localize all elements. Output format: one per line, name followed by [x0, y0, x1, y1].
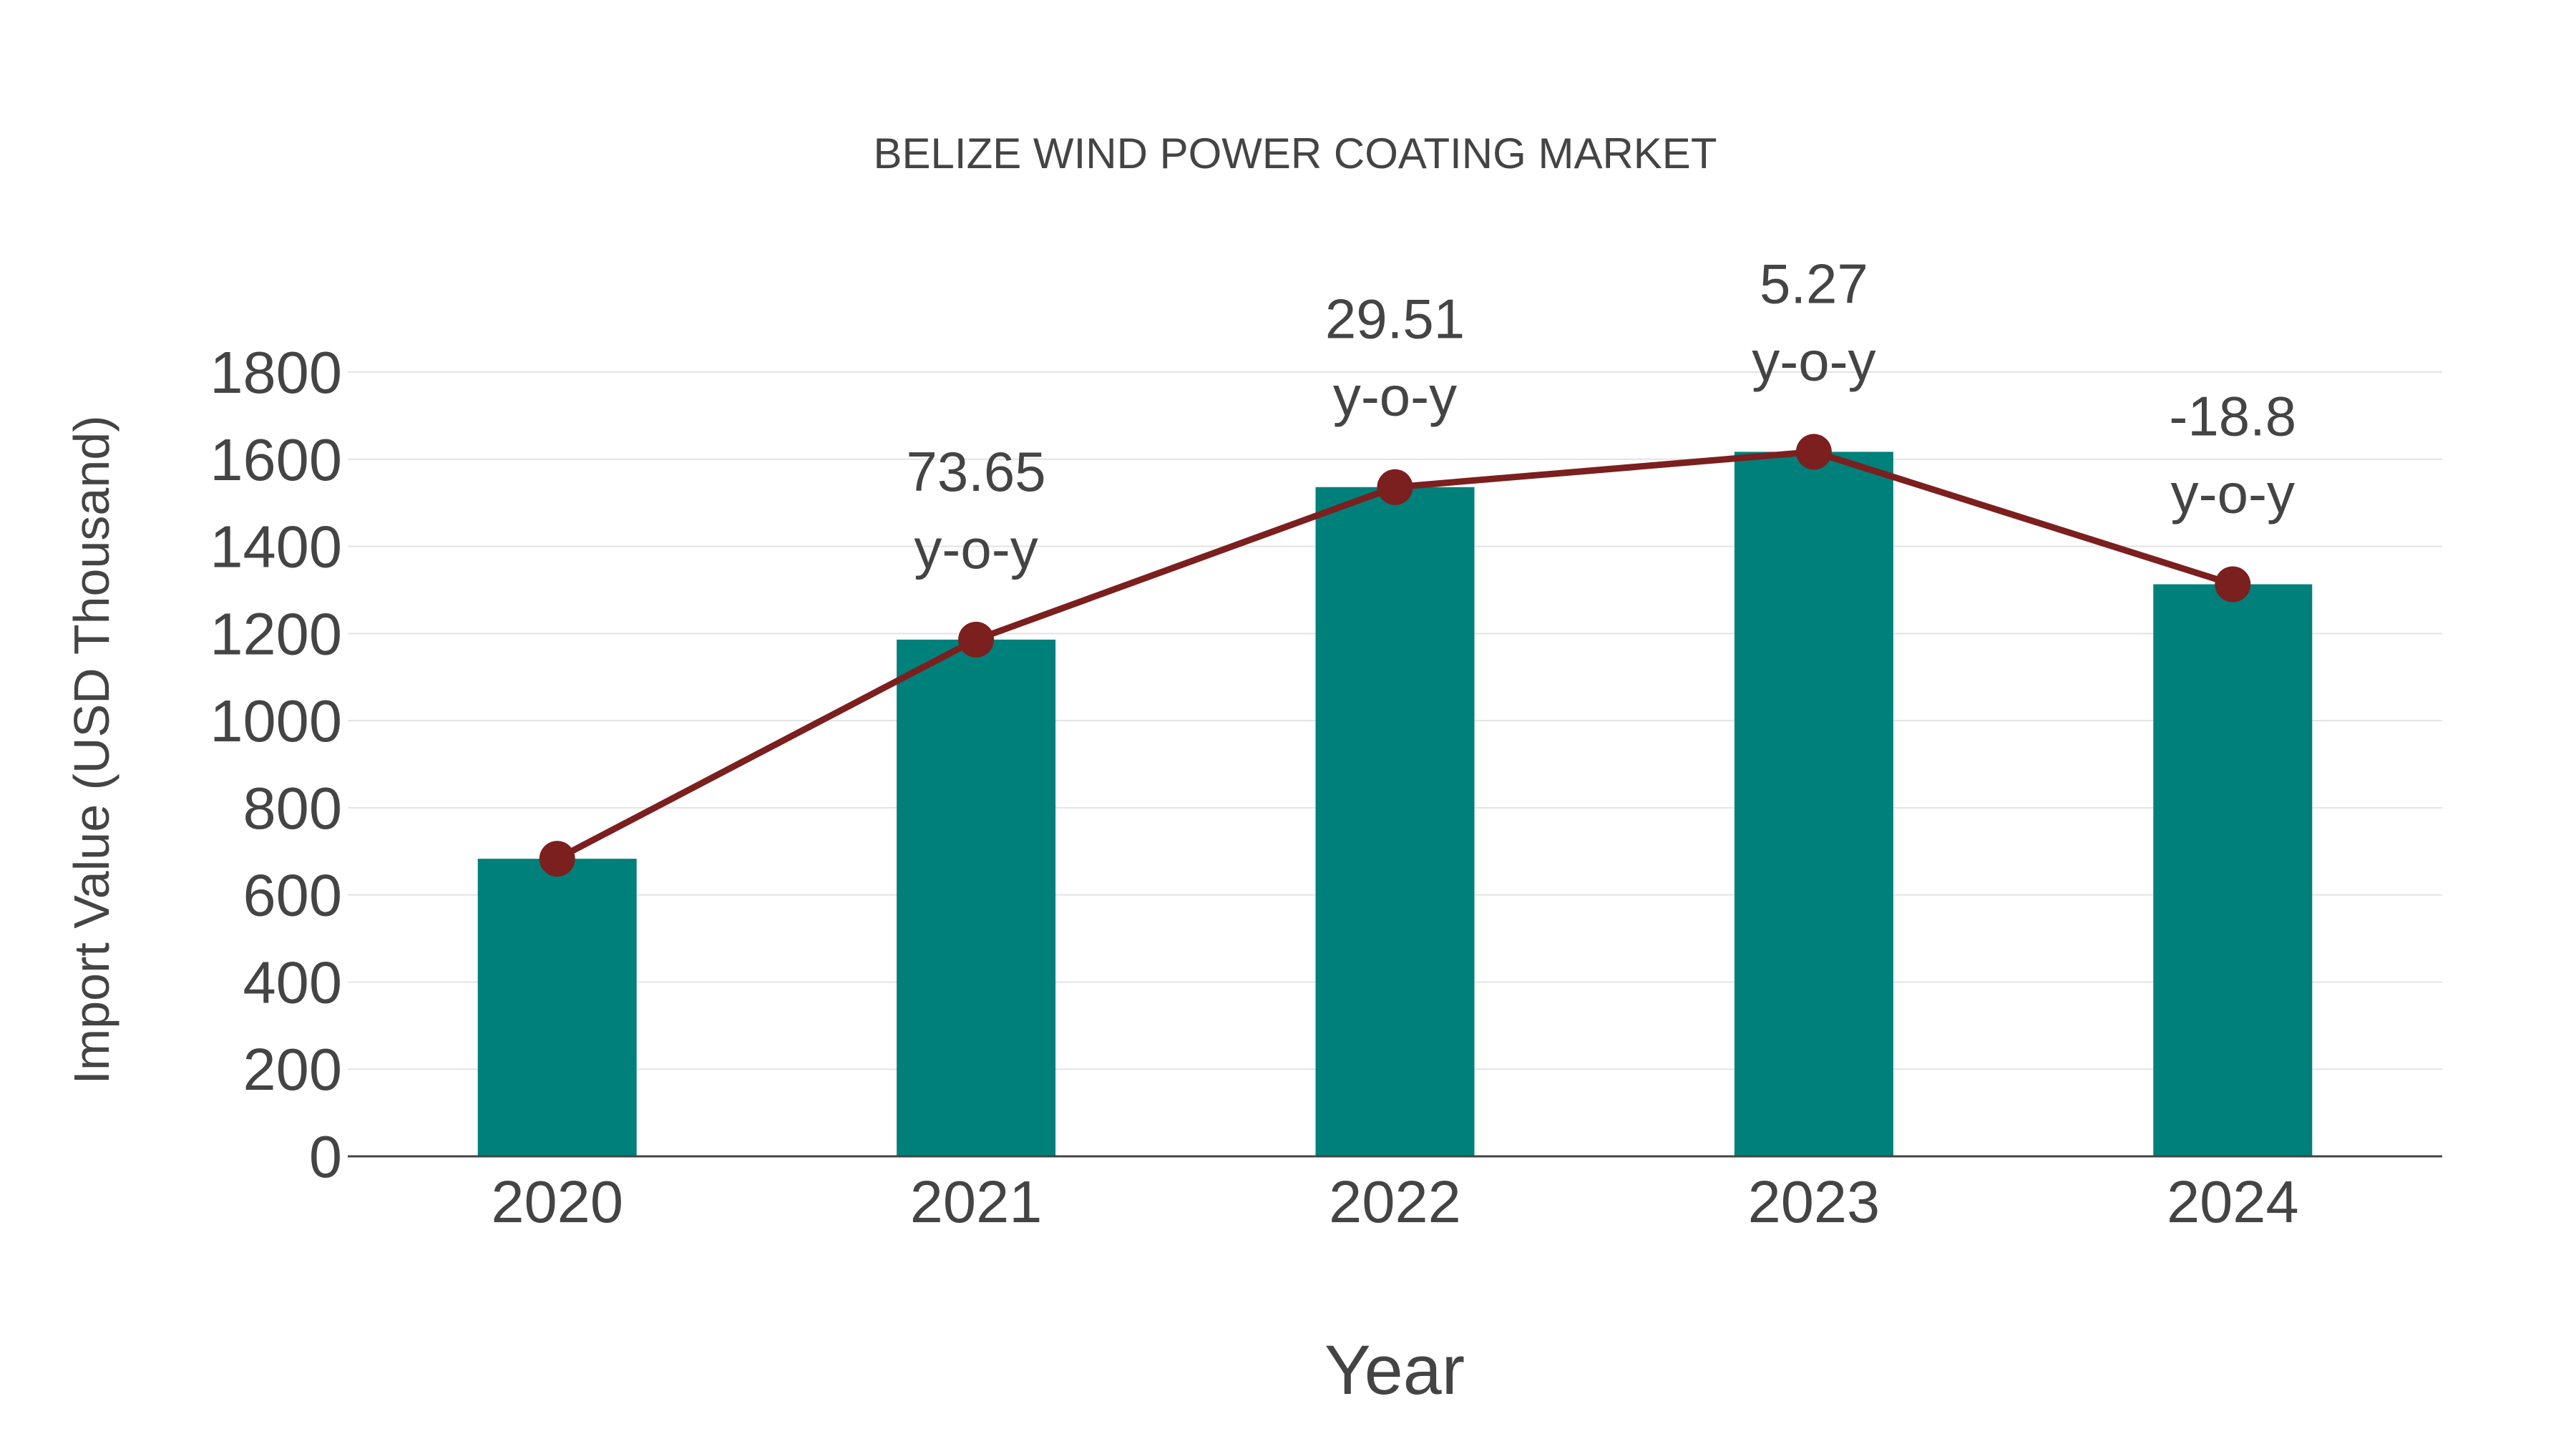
yoy-suffix: y-o-y [1333, 365, 1457, 428]
bar-2020 [477, 859, 637, 1156]
trend-point-2020 [539, 841, 575, 877]
x-tick-label: 2024 [2167, 1169, 2299, 1235]
x-axis-ticks: 2020 2021 2022 2023 2024 [491, 1169, 2298, 1235]
trend-point-2024 [2215, 566, 2251, 602]
y-tick-label: 1600 [210, 426, 342, 493]
y-tick-label: 1000 [210, 688, 342, 754]
yoy-suffix: y-o-y [2171, 462, 2295, 525]
x-axis-title: Year [1324, 1331, 1465, 1409]
y-tick-label: 1200 [210, 600, 342, 667]
bar-2024 [2153, 584, 2313, 1156]
yoy-value: 5.27 [1760, 252, 1868, 315]
x-tick-label: 2023 [1748, 1169, 1880, 1235]
yoy-value: 29.51 [1325, 288, 1465, 351]
yoy-value: 73.65 [906, 440, 1045, 503]
y-axis-title: Import Value (USD Thousand) [64, 415, 119, 1084]
y-tick-label: 400 [243, 949, 342, 1015]
annotations: 73.65 y-o-y 29.51 y-o-y 5.27 y-o-y -18.8 y-o-y [906, 252, 2296, 580]
yoy-suffix: y-o-y [914, 517, 1038, 580]
x-tick-label: 2020 [491, 1169, 623, 1235]
y-tick-label: 600 [243, 862, 342, 929]
trend-point-2022 [1377, 469, 1413, 505]
chart-title: BELIZE WIND POWER COATING MARKET [874, 130, 1717, 177]
x-tick-label: 2021 [910, 1169, 1043, 1235]
bar-2023 [1734, 452, 1893, 1156]
x-tick-label: 2022 [1329, 1169, 1461, 1235]
trend-point-2023 [1795, 434, 1832, 470]
bars [477, 452, 2313, 1156]
bar-2021 [897, 639, 1056, 1156]
y-axis-ticks: 0 200 400 600 800 1000 1200 1400 1600 1800 [210, 339, 342, 1190]
y-tick-label: 1400 [210, 514, 342, 580]
y-tick-label: 200 [243, 1036, 342, 1103]
bar-2022 [1315, 487, 1475, 1156]
yoy-suffix: y-o-y [1752, 329, 1875, 392]
trend-line [539, 434, 2251, 877]
y-tick-label: 800 [243, 775, 342, 841]
y-tick-label: 0 [309, 1123, 342, 1190]
y-tick-label: 1800 [210, 339, 342, 406]
yoy-value: -18.8 [2169, 385, 2296, 448]
trend-point-2021 [958, 621, 995, 658]
